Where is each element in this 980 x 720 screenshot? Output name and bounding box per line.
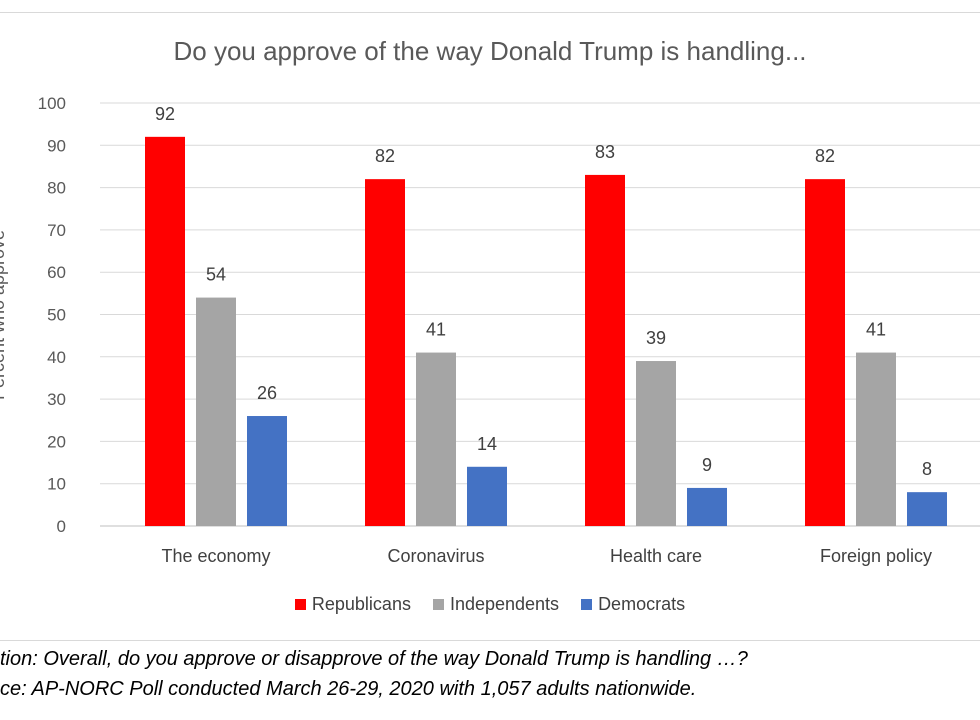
y-tick-label: 70: [47, 221, 66, 240]
bar-republicans: [365, 179, 405, 526]
legend-swatch-democrats: [581, 599, 593, 610]
bar-democrats: [687, 487, 727, 526]
top-border: [0, 12, 980, 13]
data-label: 82: [815, 146, 835, 166]
source-note: ce: AP-NORC Poll conducted March 26-29, …: [0, 678, 697, 700]
y-tick-label: 0: [57, 517, 66, 536]
bar-independents: [636, 361, 676, 526]
data-label: 83: [595, 142, 615, 162]
chart-title: Do you approve of the way Donald Trump i…: [173, 36, 807, 66]
category-label: Coronavirus: [387, 546, 484, 566]
bar-democrats: [247, 416, 287, 526]
data-label: 8: [922, 459, 932, 479]
y-tick-label: 10: [47, 475, 66, 494]
bar-republicans: [585, 174, 625, 526]
question-note: tion: Overall, do you approve or disappr…: [0, 648, 748, 670]
y-tick-label: 50: [47, 306, 66, 325]
legend-label-independents: Independents: [449, 594, 560, 614]
bar-independents: [416, 352, 456, 526]
data-label: 92: [155, 104, 175, 124]
y-tick-label: 80: [47, 179, 66, 198]
legend-item-independents: Independents: [432, 594, 560, 615]
category-label: Foreign policy: [820, 546, 932, 566]
bar-democrats: [907, 492, 947, 526]
x-axis-categories: The economy Coronavirus Health care Foreign…: [161, 546, 932, 566]
bottom-border: [0, 640, 980, 641]
legend-label-democrats: Democrats: [598, 594, 686, 614]
legend-item-republicans: Republicans: [294, 594, 411, 615]
category-label: The economy: [161, 546, 270, 566]
bar-republicans: [145, 136, 185, 526]
bar-democrats: [467, 466, 507, 526]
bars: [145, 136, 947, 526]
data-label: 41: [426, 320, 446, 340]
y-tick-label: 90: [47, 136, 66, 155]
y-axis-label: Percent who approve: [0, 230, 8, 400]
data-label: 14: [477, 434, 497, 454]
data-labels: 92 54 26 82 41 14 83 39 9 82 41 8: [155, 104, 932, 479]
y-tick-label: 20: [47, 432, 66, 451]
bar-independents: [196, 297, 236, 526]
category-label: Health care: [610, 546, 702, 566]
data-label: 39: [646, 328, 666, 348]
legend: Republicans Independents Democrats: [0, 594, 980, 615]
legend-swatch-independents: [432, 599, 444, 610]
y-tick-label: 60: [47, 263, 66, 282]
data-label: 82: [375, 146, 395, 166]
y-axis-ticks: 0 10 20 30 40 50 60 70 80 90 100: [38, 94, 66, 536]
data-label: 41: [866, 320, 886, 340]
legend-item-democrats: Democrats: [581, 594, 685, 615]
y-tick-label: 100: [38, 94, 66, 113]
bar-independents: [856, 352, 896, 526]
bar-republicans: [805, 179, 845, 526]
legend-label-republicans: Republicans: [311, 594, 411, 614]
data-label: 9: [702, 455, 712, 475]
data-label: 54: [206, 265, 226, 285]
legend-swatch-republicans: [294, 599, 306, 610]
data-label: 26: [257, 383, 277, 403]
y-tick-label: 40: [47, 348, 66, 367]
y-tick-label: 30: [47, 390, 66, 409]
